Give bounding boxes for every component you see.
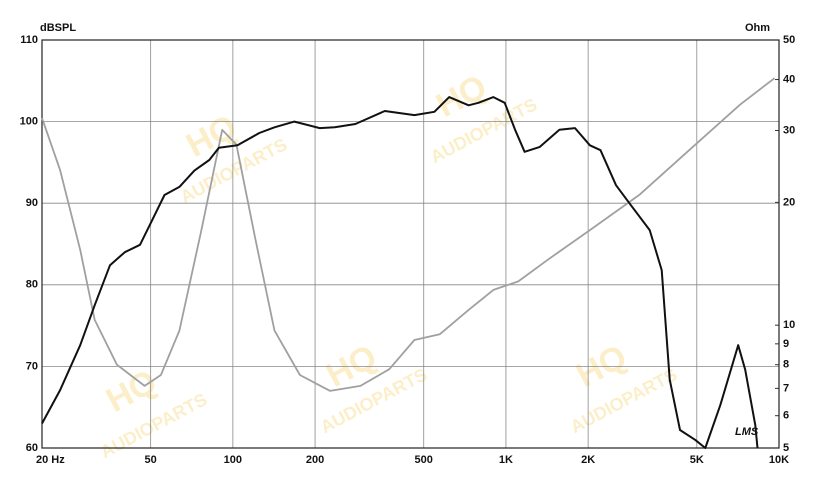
y-tick-label: 110 (20, 34, 38, 46)
x-tick-label: 500 (415, 454, 433, 466)
x-tick-label: 20 Hz (36, 454, 65, 466)
x-tick-label: 50 (145, 454, 157, 466)
y-tick-label: 70 (26, 360, 38, 372)
y-tick-label: 80 (26, 279, 38, 291)
y-tick-label: 60 (26, 442, 38, 454)
x-tick-label: 1K (499, 454, 513, 466)
x-tick-label: 200 (306, 454, 324, 466)
y2-tick-label: 50 (783, 34, 795, 46)
y-tick-label: 100 (20, 116, 38, 128)
x-tick-label: 10K (769, 454, 789, 466)
y2-tick-label: 10 (783, 319, 795, 331)
y-axis-label: dBSPL (40, 22, 76, 34)
y2-tick-label: 7 (783, 382, 789, 394)
x-tick-label: 5K (690, 454, 704, 466)
plot-frame (41, 39, 780, 449)
y2-tick-label: 40 (783, 73, 795, 85)
y2-axis-label: Ohm (745, 22, 770, 34)
x-tick-label: 100 (224, 454, 242, 466)
y2-tick-label: 9 (783, 338, 789, 350)
y-tick-label: 90 (26, 197, 38, 209)
data-line (41, 77, 776, 392)
y2-tick-label: 30 (783, 124, 795, 136)
y2-tick-label: 6 (783, 410, 789, 422)
y2-tick-label: 20 (783, 196, 795, 208)
x-tick-label: 2K (581, 454, 595, 466)
annotation: LMS (735, 426, 759, 438)
y2-tick-label: 8 (783, 359, 789, 371)
y2-tick-label: 5 (783, 442, 789, 454)
data-line (41, 96, 759, 449)
